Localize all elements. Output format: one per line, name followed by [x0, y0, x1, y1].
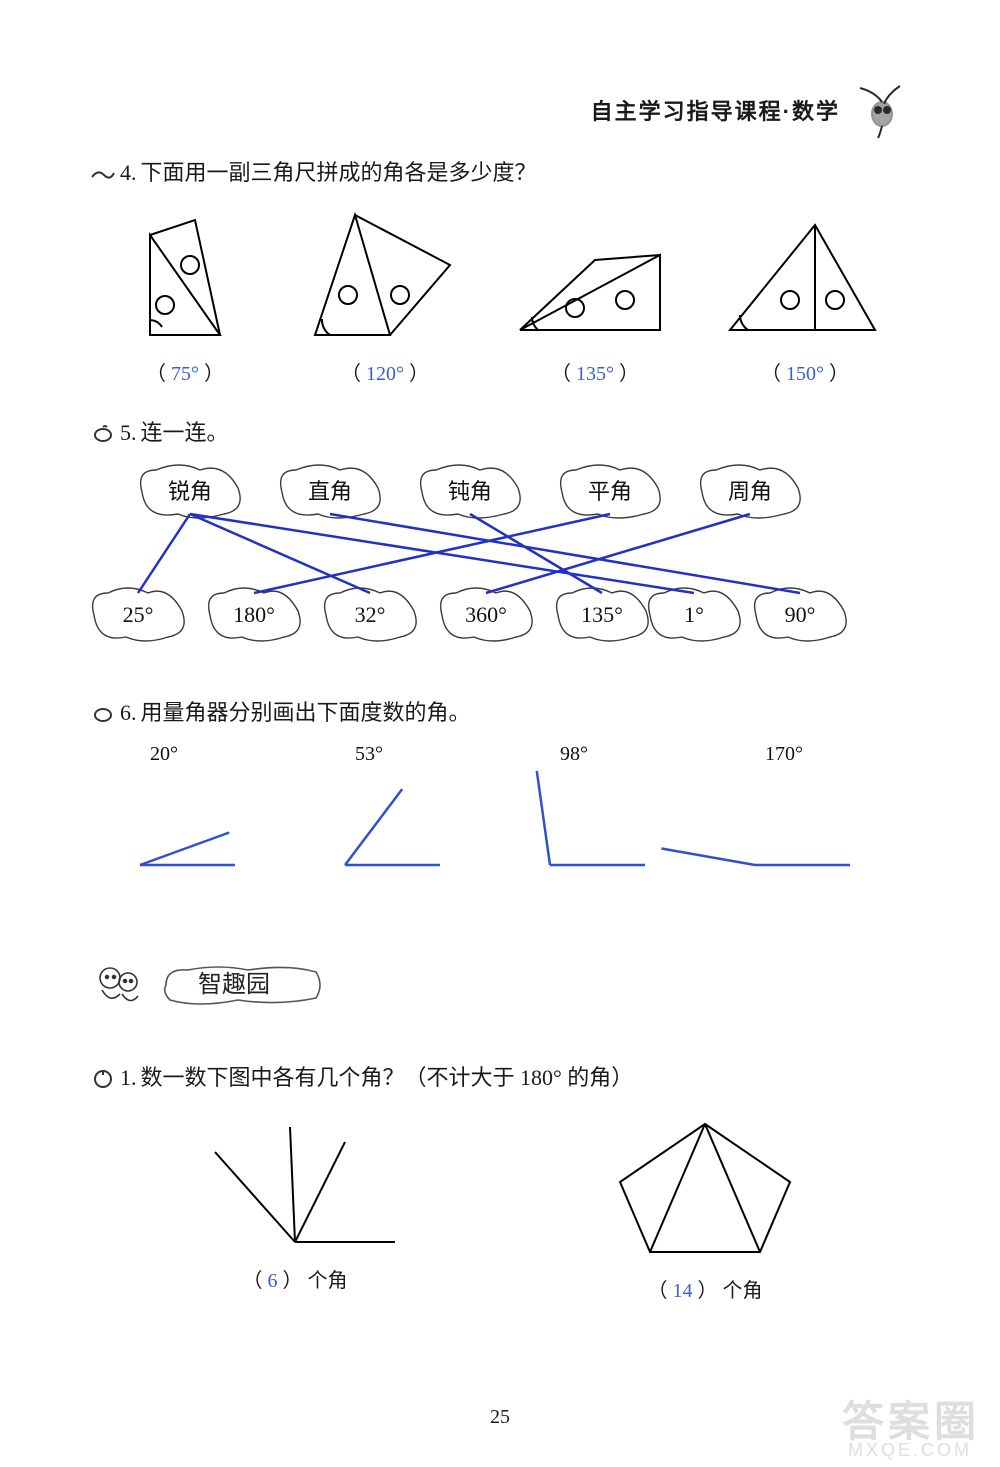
zq1-figures: （ 6 ） 个角 （ 14 ） 个角 [90, 1112, 910, 1303]
answer-suffix: 个角 [723, 1280, 763, 1302]
svg-text:360°: 360° [465, 602, 507, 627]
svg-text:锐角: 锐角 [168, 479, 212, 504]
q6-angles-diagram: 20° 53° 98° 170° [90, 735, 910, 905]
question-number: 6. [120, 700, 137, 725]
paren-open: （ [648, 1280, 668, 1302]
question-6: 6. 用量角器分别画出下面度数的角。 [90, 695, 910, 727]
svg-text:平角: 平角 [588, 479, 632, 504]
svg-text:20°: 20° [150, 743, 178, 765]
kids-icon [90, 960, 150, 1010]
svg-text:钝角: 钝角 [448, 479, 492, 504]
question-text: 用量角器分别画出下面度数的角。 [141, 700, 471, 725]
svg-text:直角: 直角 [308, 479, 352, 504]
svg-text:180°: 180° [233, 602, 275, 627]
page: 自主学习指导课程·数学 4. 下面用一副三角尺拼成的角各是多少度？ [0, 0, 1000, 1467]
zq1-answer-1: （ 6 ） 个角 [243, 1264, 348, 1293]
zq1-answer-2: （ 14 ） 个角 [648, 1274, 763, 1303]
rays-icon [185, 1112, 405, 1252]
svg-text:170°: 170° [765, 743, 803, 765]
question-number: 1. [120, 1065, 137, 1090]
zq-question-1: 1. 数一数下图中各有几个角？（不计大于 180° 的角） （ 6 ） 个角 [90, 1060, 910, 1303]
section-title-bubble: 智趣园 [158, 962, 328, 1008]
q5-matching-diagram: 锐角 直角 钝角 平角 周角 25° 180° 32° 360° 135° 1° 90° [0, 0, 1000, 700]
section-title: 智趣园 [198, 971, 270, 998]
svg-text:25°: 25° [123, 602, 154, 627]
paren-open: （ [243, 1270, 263, 1292]
zq1-figure-2: （ 14 ） 个角 [595, 1112, 815, 1303]
svg-text:90°: 90° [785, 602, 816, 627]
paren-close: ） [698, 1280, 718, 1302]
pentagon-icon [595, 1112, 815, 1262]
paren-close: ） [283, 1270, 303, 1292]
watermark-sub: MXQE.COM [848, 1440, 972, 1461]
question-text: 数一数下图中各有几个角？（不计大于 180° 的角） [141, 1065, 634, 1090]
answer-suffix: 个角 [308, 1270, 348, 1292]
svg-text:135°: 135° [581, 602, 623, 627]
bullet-icon [90, 1068, 116, 1088]
svg-text:周角: 周角 [728, 479, 772, 504]
answer-value: 14 [673, 1280, 693, 1302]
svg-text:32°: 32° [355, 602, 386, 627]
section-zhiquyuan: 智趣园 [90, 960, 328, 1010]
svg-text:98°: 98° [560, 743, 588, 765]
svg-text:53°: 53° [355, 743, 383, 765]
svg-text:1°: 1° [684, 602, 704, 627]
zq1-figure-1: （ 6 ） 个角 [185, 1112, 405, 1303]
answer-value: 6 [268, 1270, 278, 1292]
bullet-icon [90, 703, 116, 723]
